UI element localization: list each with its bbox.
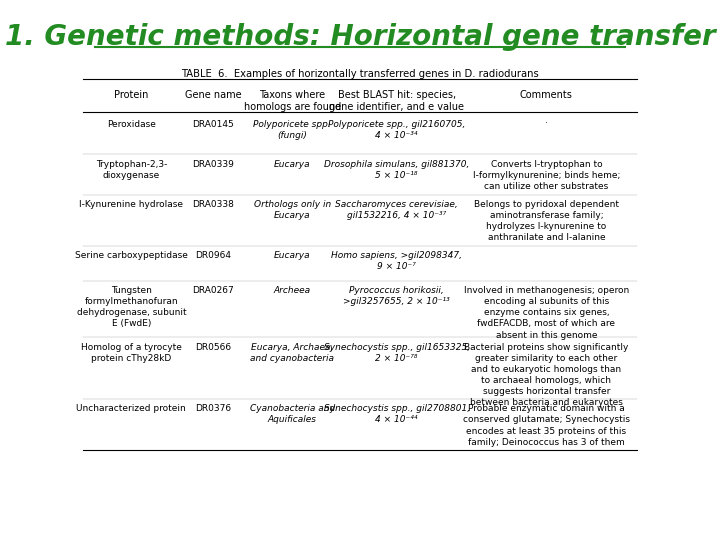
Text: Converts l-tryptophan to
l-formylkynurenine; binds heme;
can utilize other subst: Converts l-tryptophan to l-formylkynuren… [472, 160, 620, 191]
Text: Protein: Protein [114, 90, 148, 100]
Text: Synechocystis spp., gil1653325,
2 × 10⁻⁷⁸: Synechocystis spp., gil1653325, 2 × 10⁻⁷… [323, 342, 469, 363]
Text: Synechocystis spp., gil2708801,
4 × 10⁻⁴⁴: Synechocystis spp., gil2708801, 4 × 10⁻⁴… [323, 404, 469, 424]
Text: Bacterial proteins show significantly
greater similarity to each other
and to eu: Bacterial proteins show significantly gr… [464, 342, 629, 407]
Text: Uncharacterized protein: Uncharacterized protein [76, 404, 186, 413]
Text: Involved in methanogenesis; operon
encoding al subunits of this
enzyme contains : Involved in methanogenesis; operon encod… [464, 286, 629, 340]
Text: Homo sapiens, >gil2098347,
9 × 10⁻⁷: Homo sapiens, >gil2098347, 9 × 10⁻⁷ [331, 251, 462, 271]
Text: Pyrococcus horikosii,
>gil3257655, 2 × 10⁻¹³: Pyrococcus horikosii, >gil3257655, 2 × 1… [343, 286, 450, 306]
Text: Gene name: Gene name [185, 90, 241, 100]
Text: Comments: Comments [520, 90, 572, 100]
Text: Eucarya, Archaea,
and cyanobacteria: Eucarya, Archaea, and cyanobacteria [251, 342, 334, 363]
Text: DR0964: DR0964 [195, 251, 231, 260]
Text: ·: · [545, 119, 548, 129]
Text: DRA0145: DRA0145 [192, 119, 234, 129]
Text: TABLE  6.  Examples of horizontally transferred genes in D. radiodurans: TABLE 6. Examples of horizontally transf… [181, 69, 539, 78]
Text: Orthologs only in
Eucarya: Orthologs only in Eucarya [253, 200, 331, 220]
Text: DRA0267: DRA0267 [192, 286, 234, 295]
Text: DR0376: DR0376 [195, 404, 231, 413]
Text: Eucarya: Eucarya [274, 251, 310, 260]
Text: 1. Genetic methods: Horizontal gene transfer: 1. Genetic methods: Horizontal gene tran… [5, 23, 715, 51]
Text: Polyporicete spp.
(fungi): Polyporicete spp. (fungi) [253, 119, 331, 140]
Text: Eucarya: Eucarya [274, 160, 310, 169]
Text: l-Kynurenine hydrolase: l-Kynurenine hydrolase [79, 200, 184, 209]
Text: Serine carboxypeptidase: Serine carboxypeptidase [75, 251, 188, 260]
Text: Drosophila simulans, gil881370,
5 × 10⁻¹⁸: Drosophila simulans, gil881370, 5 × 10⁻¹… [324, 160, 469, 180]
Text: Saccharomyces cerevisiae,
gil1532216, 4 × 10⁻³⁷: Saccharomyces cerevisiae, gil1532216, 4 … [336, 200, 458, 220]
Text: Taxons where
homologs are found: Taxons where homologs are found [243, 90, 341, 112]
Text: Belongs to pyridoxal dependent
aminotransferase family;
hydrolyzes l-kynurenine : Belongs to pyridoxal dependent aminotran… [474, 200, 618, 242]
Text: DRA0339: DRA0339 [192, 160, 234, 169]
Text: DR0566: DR0566 [195, 342, 231, 352]
Text: Best BLAST hit: species,
gene identifier, and e value: Best BLAST hit: species, gene identifier… [329, 90, 464, 112]
Text: Tungsten
formylmethanofuran
dehydrogenase, subunit
E (FwdE): Tungsten formylmethanofuran dehydrogenas… [76, 286, 186, 328]
Text: Polyporicete spp., gil2160705,
4 × 10⁻³⁴: Polyporicete spp., gil2160705, 4 × 10⁻³⁴ [328, 119, 465, 140]
Text: Probable enzymatic domain with a
conserved glutamate; Synechocystis
encodes at l: Probable enzymatic domain with a conserv… [463, 404, 630, 447]
Text: Peroxidase: Peroxidase [107, 119, 156, 129]
Text: Homolog of a tyrocyte
protein cThy28kD: Homolog of a tyrocyte protein cThy28kD [81, 342, 181, 363]
Text: Tryptophan-2,3-
dioxygenase: Tryptophan-2,3- dioxygenase [96, 160, 167, 180]
Text: Cyanobacteria and
Aquificales: Cyanobacteria and Aquificales [250, 404, 335, 424]
Text: Archeea: Archeea [274, 286, 311, 295]
Text: DRA0338: DRA0338 [192, 200, 234, 209]
